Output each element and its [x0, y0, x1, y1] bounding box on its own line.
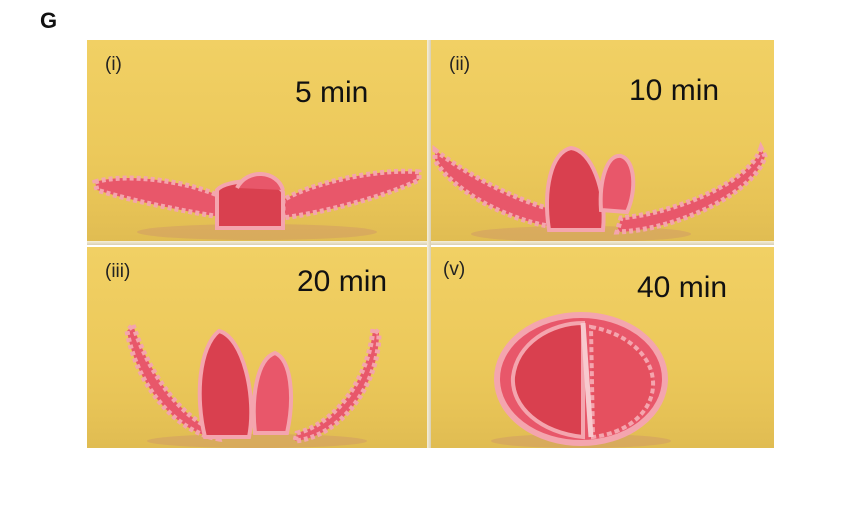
panel-time-i: 5 min — [295, 76, 369, 109]
gel-flat-flower — [92, 168, 422, 240]
panel-time-ii: 10 min — [629, 74, 720, 107]
panel-label-iii: (iii) — [105, 261, 131, 282]
panel-10-min: (ii) 10 min — [431, 40, 774, 243]
panel-divider-vertical — [427, 40, 431, 448]
panel-5-min: (i) 5 min — [87, 40, 427, 243]
gel-curling-flower — [124, 320, 382, 448]
panel-label-ii: (ii) — [449, 54, 471, 75]
panel-time-iii: 20 min — [297, 265, 388, 298]
photo-grid: (i) 5 min (ii) 10 min (iii) 20 min — [87, 40, 774, 448]
figure-letter: G — [40, 8, 58, 33]
gel-rising-flower — [432, 141, 768, 242]
panel-label-v: (v) — [443, 259, 466, 280]
panel-40-min: (v) 40 min — [431, 247, 774, 448]
panel-20-min: (iii) 20 min — [87, 247, 427, 448]
gel-closed-sphere — [491, 312, 671, 448]
panel-label-i: (i) — [105, 54, 122, 75]
panel-time-v: 40 min — [637, 271, 728, 304]
